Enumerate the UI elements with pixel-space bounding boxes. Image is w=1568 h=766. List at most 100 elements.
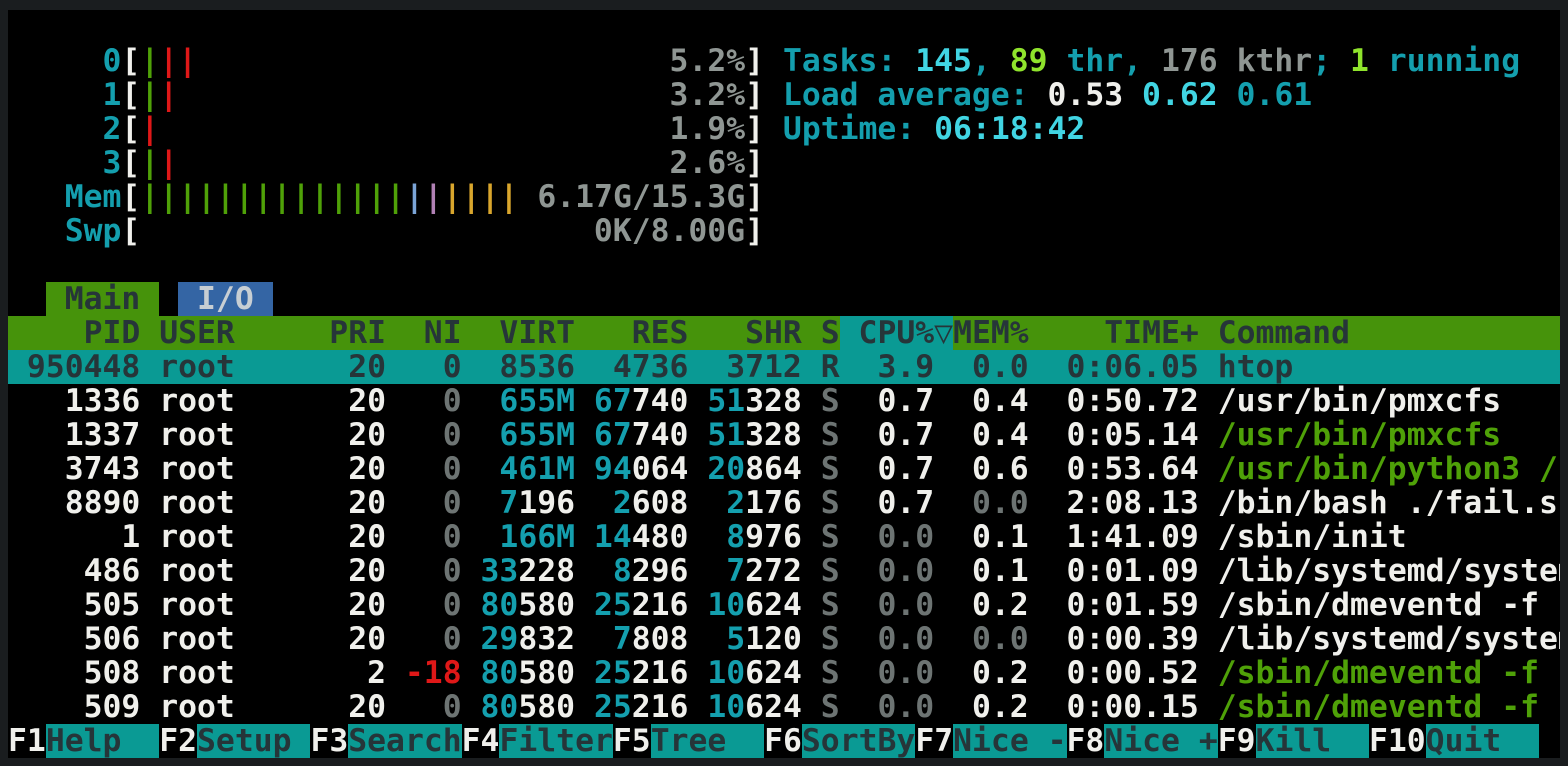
gap	[934, 418, 953, 452]
gap	[1199, 554, 1218, 588]
pid-cell: 506	[8, 622, 141, 656]
memory-value-thousands: 80	[480, 588, 519, 622]
gap	[840, 622, 859, 656]
fn-action-label: Kill	[1255, 724, 1369, 758]
column-header-pid[interactable]: PID	[8, 316, 141, 350]
process-row[interactable]: 950448 root 20 0 8536 4736 3712 R 3.9 0.…	[8, 350, 1560, 384]
column-header-command[interactable]: Command	[1217, 316, 1350, 350]
tasks-summary-segment: 89	[1009, 44, 1048, 78]
column-header-virt[interactable]: VIRT	[480, 316, 576, 350]
memory-value-thousands: 25	[593, 656, 632, 690]
tasks-summary-segment: 145	[915, 44, 972, 78]
process-row[interactable]: 506 root 20 0 29832 7808 5120 S 0.0 0.0 …	[8, 622, 1560, 656]
column-header-user[interactable]: USER	[159, 316, 330, 350]
process-row[interactable]: 1 root 20 0 166M 14480 8976 S 0.0 0.1 1:…	[8, 520, 1560, 554]
tasks-summary-segment: 1	[1350, 44, 1369, 78]
yellow-meter-bar-icon: |	[499, 180, 519, 214]
cpu0-meter-label: 0	[8, 44, 122, 78]
meter-fill	[140, 214, 594, 248]
memory-value: 166M	[480, 520, 576, 554]
red-meter-bar-icon: |	[159, 44, 179, 78]
gap	[1029, 350, 1048, 384]
tasks-summary: Tasks: 145, 89 thr, 176 kthr; 1 running	[783, 44, 1520, 78]
nice-cell: 0	[404, 520, 462, 554]
meter-open-bracket: [	[121, 180, 141, 214]
gap	[688, 656, 707, 690]
memory-value: 655M	[480, 384, 576, 418]
process-row[interactable]: 505 root 20 0 80580 25216 10624 S 0.0 0.…	[8, 588, 1560, 622]
fn-button-filter[interactable]: F4Filter	[462, 724, 613, 758]
column-header-time[interactable]: TIME+	[1047, 316, 1199, 350]
column-header-res[interactable]: RES	[593, 316, 689, 350]
column-header-mem[interactable]: MEM%	[953, 316, 1029, 350]
memory-value: 3712	[707, 350, 802, 384]
gap	[386, 622, 405, 656]
gap	[140, 384, 159, 418]
nice-cell: 0	[404, 350, 462, 384]
gap	[575, 554, 594, 588]
fn-button-sortby[interactable]: F6SortBy	[764, 724, 916, 758]
process-row[interactable]: 3743 root 20 0 461M 94064 20864 S 0.7 0.…	[8, 452, 1560, 486]
process-row[interactable]: 508 root 2 -18 80580 25216 10624 S 0.0 0…	[8, 656, 1560, 690]
gap	[934, 588, 953, 622]
cpu-percent-cell: 0.7	[858, 418, 935, 452]
mem-percent-cell: 0.2	[953, 656, 1029, 690]
gap	[1029, 316, 1048, 350]
gap	[934, 520, 953, 554]
gap	[1029, 588, 1048, 622]
tab-io[interactable]: I/O	[178, 282, 273, 316]
process-row[interactable]: 1336 root 20 0 655M 67740 51328 S 0.7 0.…	[8, 384, 1560, 418]
process-row[interactable]: 509 root 20 0 80580 25216 10624 S 0.0 0.…	[8, 690, 1560, 724]
load-average: Load average: 0.53 0.62 0.61	[783, 78, 1312, 112]
fn-button-nice[interactable]: F7Nice -	[915, 724, 1067, 758]
mem-percent-cell: 0.4	[953, 384, 1029, 418]
red-meter-bar-icon: |	[140, 112, 160, 146]
gap	[575, 350, 594, 384]
process-row[interactable]: 1337 root 20 0 655M 67740 51328 S 0.7 0.…	[8, 418, 1560, 452]
gap	[1029, 384, 1048, 418]
fn-button-quit[interactable]: F10Quit	[1369, 724, 1540, 758]
gap	[934, 452, 953, 486]
state-cell: S	[820, 622, 840, 656]
gap	[386, 486, 405, 520]
fn-key-label: F5	[612, 724, 651, 758]
gap	[688, 316, 707, 350]
gap	[575, 690, 594, 724]
column-header-ni[interactable]: NI	[404, 316, 462, 350]
memory-value-remainder: 064	[631, 452, 689, 486]
fn-button-setup[interactable]: F2Setup	[159, 724, 311, 758]
priority-cell: 20	[329, 520, 386, 554]
state-cell: S	[820, 656, 840, 690]
process-row[interactable]: 8890 root 20 0 7196 2608 2176 S 0.7 0.0 …	[8, 486, 1560, 520]
fn-button-tree[interactable]: F5Tree	[612, 724, 765, 758]
nice-cell: 0	[404, 622, 462, 656]
memory-value-thousands: 8	[593, 554, 632, 588]
fn-key-label: F9	[1217, 724, 1256, 758]
cpu-percent-cell: 0.7	[858, 486, 935, 520]
time-cell: 0:50.72	[1047, 384, 1199, 418]
fn-button-nice[interactable]: F8Nice +	[1067, 724, 1218, 758]
tasks-summary-segment: kthr	[1217, 44, 1313, 78]
fn-button-search[interactable]: F3Search	[310, 724, 462, 758]
column-header-pri[interactable]: PRI	[329, 316, 386, 350]
function-key-bar: F1Help F2Setup F3SearchF4FilterF5Tree F6…	[8, 724, 1560, 758]
mem-percent-cell: 0.0	[953, 350, 1029, 384]
gap	[934, 690, 953, 724]
fn-key-label: F4	[461, 724, 500, 758]
state-cell: S	[820, 418, 840, 452]
column-header-shr[interactable]: SHR	[707, 316, 802, 350]
fn-key-label: F1	[8, 724, 46, 758]
gap	[140, 452, 159, 486]
user-cell: root	[159, 418, 330, 452]
process-row[interactable]: 486 root 20 0 33228 8296 7272 S 0.0 0.1 …	[8, 554, 1560, 588]
column-header-s[interactable]: S	[820, 316, 840, 350]
sort-column-cell[interactable]: CPU%▽	[839, 316, 954, 350]
fn-button-kill[interactable]: F9Kill	[1218, 724, 1369, 758]
tab-main[interactable]: Main	[45, 282, 160, 316]
gap	[140, 588, 159, 622]
fn-button-help[interactable]: F1Help	[8, 724, 160, 758]
gap	[462, 384, 481, 418]
gap	[802, 520, 821, 554]
gap	[575, 520, 594, 554]
column-header-cpu[interactable]: CPU%	[858, 316, 935, 350]
